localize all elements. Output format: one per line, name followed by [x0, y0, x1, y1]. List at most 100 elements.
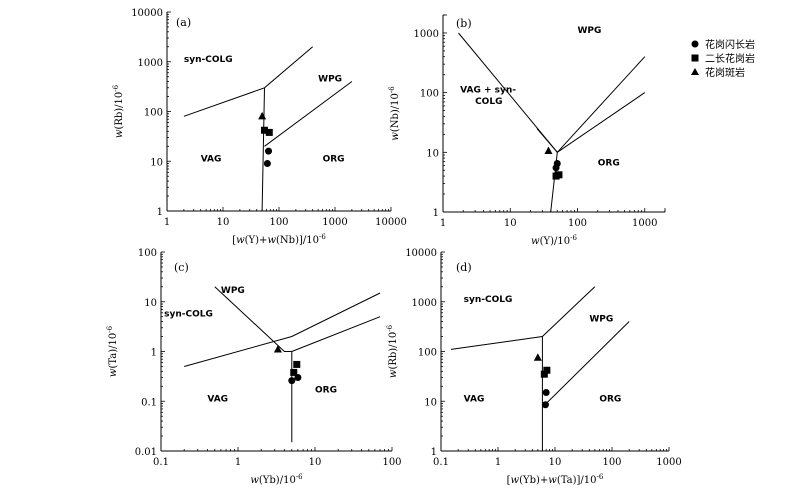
- y-axis-label: w(Ta)/10-6: [106, 325, 119, 377]
- panel-label: (b): [456, 17, 472, 30]
- x-tick-label: 1000: [322, 217, 347, 228]
- field-boundary-line: [545, 321, 630, 404]
- y-tick-label: 100: [418, 348, 437, 359]
- y-tick-label: 1: [157, 207, 163, 218]
- panel-b-nb-vs-y-chart: 1 10 100 1000 1 10 100 1000 w(Y)/10-6 w(Nb)/10-6 (…: [388, 14, 666, 247]
- x-tick-label: 100: [382, 457, 401, 468]
- field-boundary-line: [557, 92, 646, 153]
- x-tick-label: 10: [504, 218, 517, 229]
- y-tick-label: 100: [420, 89, 439, 100]
- monzogranite-point: [290, 368, 298, 376]
- legend-marker-triangle: [691, 68, 699, 75]
- granite-porphyry-point: [533, 353, 542, 361]
- x-tick-label: 1: [235, 457, 241, 468]
- field-label: ORG: [315, 385, 337, 395]
- x-tick-label: 10: [549, 457, 562, 468]
- granite-porphyry-point: [273, 344, 282, 353]
- field-label: syn-COLG: [164, 310, 213, 320]
- monzogranite-point: [540, 370, 548, 378]
- y-tick-label: 100: [144, 108, 163, 119]
- x-tick-label: 1: [495, 457, 501, 468]
- legend-label-monzogranite: 二长花岗岩: [705, 52, 755, 65]
- y-axis-label: w(Nb)/10-6: [388, 86, 401, 141]
- field-label: syn-COLG: [464, 295, 513, 305]
- granite-porphyry-point: [258, 111, 267, 120]
- y-tick-label: 1000: [412, 298, 437, 309]
- y-tick-label: 0.01: [135, 447, 157, 458]
- y-axis-label: w(Rb)/10-6: [386, 324, 399, 378]
- x-axis-label: w(Y)/10-6: [531, 234, 577, 247]
- x-tick-label: 1000: [632, 218, 657, 229]
- legend-marker-square: [691, 54, 699, 62]
- x-tick-label: 100: [269, 217, 288, 228]
- field-label: COLG: [475, 97, 502, 107]
- y-tick-label: 10: [144, 298, 157, 309]
- y-tick-label: 1000: [414, 29, 439, 40]
- x-tick-label: 1: [440, 218, 446, 229]
- y-tick-label: 0.1: [141, 397, 157, 408]
- legend-label-granite-porphyry: 花岗斑岩: [705, 66, 745, 79]
- field-boundary-line: [291, 316, 381, 352]
- y-axis-label: w(Rb)/10-6: [112, 84, 125, 138]
- field-label: VAG + syn-: [460, 86, 516, 96]
- field-label: ORG: [599, 394, 621, 404]
- granodiorite-point: [265, 147, 273, 155]
- x-tick-label: 0.1: [153, 457, 169, 468]
- x-tick-label: 10: [217, 217, 230, 228]
- granite-porphyry-point: [544, 146, 553, 155]
- field-label: WPG: [318, 75, 342, 85]
- panel-a-rb-vs-y-nb-chart: 1 10 100 1000 10000 1 10 100 1000 10000 [w(Y)+w(Nb…: [112, 8, 407, 246]
- panel-label: (d): [456, 261, 472, 274]
- field-label: VAG: [201, 154, 222, 164]
- y-tick-label: 10: [426, 148, 439, 159]
- granodiorite-point: [542, 388, 550, 396]
- field-label: WPG: [578, 26, 602, 36]
- legend: 花岗闪长岩 二长花岗岩 花岗斑岩: [691, 38, 755, 79]
- field-label: VAG: [464, 394, 485, 404]
- x-tick-label: 100: [602, 457, 621, 468]
- y-tick-label: 10: [150, 157, 163, 168]
- field-label: WPG: [589, 315, 613, 325]
- field-label: ORG: [323, 154, 345, 164]
- monzogranite-point: [543, 366, 551, 374]
- monzogranite-point: [265, 128, 273, 136]
- field-label: ORG: [598, 159, 620, 169]
- panel-d-rb-vs-yb-ta-chart: 0.1 1 10 100 1000110100100010000[w(Yb)+w(Ta)…: [386, 248, 682, 486]
- x-axis-label: w(Yb)/10-6: [250, 473, 303, 486]
- x-tick-label: 0.1: [433, 457, 449, 468]
- x-axis-label: [w(Yb)+w(Ta)]/10-6: [507, 473, 604, 486]
- field-label: syn-COLG: [184, 55, 233, 65]
- legend-marker-circle: [691, 40, 699, 48]
- granodiorite-point: [541, 401, 549, 409]
- granodiorite-point: [288, 377, 296, 385]
- y-tick-label: 1000: [138, 58, 163, 69]
- x-axis-label: [w(Y)+w(Nb)]/10-6: [232, 233, 326, 246]
- monzogranite-point: [260, 126, 268, 134]
- y-tick-label: 1: [151, 348, 157, 359]
- legend-label-granodiorite: 花岗闪长岩: [705, 38, 755, 51]
- y-tick-label: 1: [433, 208, 439, 219]
- y-tick-label: 10000: [131, 8, 163, 19]
- field-label: VAG: [207, 394, 228, 404]
- panel-label: (c): [174, 261, 189, 274]
- field-boundary-line: [184, 292, 381, 367]
- field-boundary-line: [214, 286, 292, 352]
- granodiorite-point: [552, 164, 560, 172]
- field-boundary-line: [536, 128, 558, 153]
- monzogranite-point: [555, 171, 563, 179]
- granodiorite-point: [263, 160, 271, 168]
- x-tick-label: 1000: [656, 457, 681, 468]
- monzogranite-point: [293, 360, 301, 368]
- y-tick-label: 1: [431, 447, 437, 458]
- field-boundary-line: [261, 87, 265, 212]
- panel-c-ta-vs-yb-chart: 0.1 1 10 1000.010.1110100w(Yb)/10-6w(Ta)/10…: [106, 248, 402, 486]
- panel-label: (a): [176, 16, 191, 29]
- y-tick-label: 100: [138, 248, 157, 259]
- y-tick-label: 10: [424, 397, 437, 408]
- field-boundary-line: [264, 81, 353, 147]
- x-tick-label: 100: [568, 218, 587, 229]
- x-tick-label: 10000: [375, 217, 407, 228]
- x-tick-label: 10: [309, 457, 322, 468]
- y-tick-label: 10000: [405, 248, 437, 259]
